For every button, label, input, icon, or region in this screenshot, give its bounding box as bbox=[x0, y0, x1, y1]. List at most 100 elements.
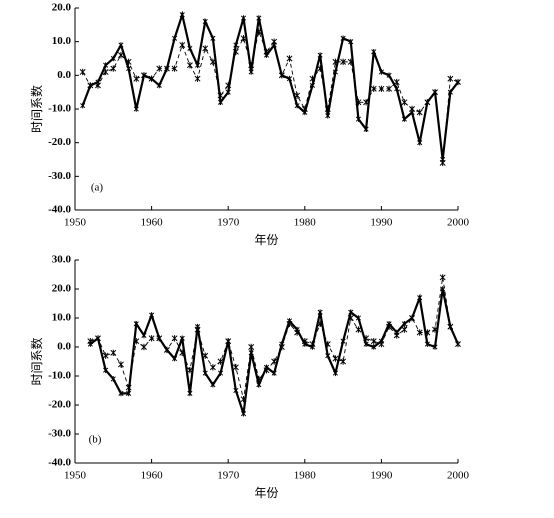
point-marker bbox=[348, 309, 354, 315]
point-marker bbox=[294, 92, 301, 99]
point-marker bbox=[317, 320, 324, 327]
point-marker bbox=[371, 344, 377, 350]
series-line bbox=[81, 10, 459, 160]
point-marker bbox=[103, 367, 109, 373]
point-marker bbox=[149, 312, 155, 318]
x-tick-label: 2000 bbox=[447, 217, 470, 229]
point-marker bbox=[370, 85, 377, 92]
point-marker bbox=[417, 294, 423, 301]
point-marker bbox=[393, 78, 400, 86]
point-marker bbox=[271, 358, 278, 365]
point-marker bbox=[133, 338, 140, 345]
y-tick-label: -40.0 bbox=[48, 457, 71, 469]
point-marker bbox=[324, 105, 331, 113]
point-marker bbox=[163, 65, 170, 72]
point-marker bbox=[80, 102, 86, 109]
point-marker bbox=[240, 410, 247, 417]
point-marker bbox=[378, 69, 384, 75]
point-marker bbox=[256, 381, 262, 388]
point-marker bbox=[416, 109, 423, 116]
point-marker bbox=[248, 69, 254, 75]
y-tick-label: -30.0 bbox=[48, 170, 71, 182]
point-marker bbox=[248, 62, 255, 69]
y-tick-label: -10.0 bbox=[48, 103, 71, 115]
point-marker bbox=[447, 323, 454, 330]
point-marker bbox=[347, 314, 354, 322]
point-marker bbox=[110, 55, 116, 62]
y-tick-label: 30.0 bbox=[52, 254, 72, 266]
point-marker bbox=[409, 314, 415, 322]
point-marker bbox=[156, 65, 163, 72]
point-marker bbox=[209, 58, 216, 66]
point-marker bbox=[225, 338, 232, 345]
point-marker bbox=[416, 329, 423, 336]
point-marker bbox=[233, 42, 239, 48]
point-marker bbox=[401, 321, 407, 327]
point-marker bbox=[202, 45, 209, 52]
point-marker bbox=[386, 85, 393, 92]
point-marker bbox=[202, 370, 208, 376]
point-marker bbox=[163, 346, 170, 354]
point-marker bbox=[118, 42, 124, 48]
point-marker bbox=[439, 274, 446, 281]
x-tick-label: 1960 bbox=[141, 470, 164, 482]
x-axis-label: 年份 bbox=[254, 233, 278, 247]
point-marker bbox=[202, 18, 208, 25]
point-marker bbox=[225, 82, 232, 89]
point-marker bbox=[118, 51, 124, 59]
y-tick-label: 10.0 bbox=[52, 312, 72, 324]
point-marker bbox=[225, 89, 231, 95]
point-marker bbox=[87, 82, 94, 89]
y-tick-label: -40.0 bbox=[48, 204, 71, 216]
x-tick-label: 1970 bbox=[217, 470, 240, 482]
point-marker bbox=[126, 390, 132, 397]
point-marker bbox=[125, 58, 132, 66]
point-marker bbox=[217, 99, 224, 106]
x-tick-label: 1950 bbox=[64, 217, 87, 229]
point-marker bbox=[340, 58, 347, 66]
point-marker bbox=[301, 338, 308, 345]
point-marker bbox=[271, 38, 278, 45]
point-marker bbox=[217, 370, 224, 376]
point-marker bbox=[187, 390, 193, 397]
panel-annotation: (b) bbox=[89, 434, 102, 446]
x-tick-label: 1990 bbox=[370, 470, 393, 482]
point-marker bbox=[294, 329, 301, 336]
point-marker bbox=[424, 99, 431, 106]
point-marker bbox=[401, 326, 408, 333]
point-marker bbox=[317, 309, 323, 315]
series-line bbox=[82, 30, 459, 163]
point-marker bbox=[332, 355, 339, 362]
point-marker bbox=[432, 344, 438, 350]
point-marker bbox=[210, 35, 216, 42]
y-tick-label: -20.0 bbox=[48, 136, 71, 148]
point-marker bbox=[424, 329, 431, 336]
x-tick-label: 1980 bbox=[294, 217, 317, 229]
x-axis-label: 年份 bbox=[254, 486, 278, 500]
point-marker bbox=[363, 335, 370, 342]
point-marker bbox=[263, 48, 270, 55]
point-marker bbox=[324, 340, 331, 348]
y-tick-label: -20.0 bbox=[48, 399, 71, 411]
point-marker bbox=[172, 355, 178, 362]
point-marker bbox=[286, 75, 293, 82]
point-marker bbox=[278, 72, 285, 79]
point-marker bbox=[348, 38, 354, 45]
point-marker bbox=[248, 350, 254, 356]
point-marker bbox=[141, 332, 147, 339]
point-marker bbox=[194, 75, 201, 82]
y-tick-label: 10.0 bbox=[52, 35, 72, 47]
y-tick-label: 20.0 bbox=[52, 283, 72, 295]
point-marker bbox=[171, 65, 178, 72]
point-marker bbox=[195, 62, 201, 69]
point-marker bbox=[355, 116, 361, 122]
point-marker bbox=[355, 326, 362, 333]
point-marker bbox=[171, 335, 178, 342]
point-marker bbox=[255, 28, 262, 35]
point-marker bbox=[363, 341, 369, 347]
point-marker bbox=[95, 82, 101, 89]
point-marker bbox=[424, 341, 430, 347]
point-marker bbox=[133, 106, 139, 112]
point-marker bbox=[240, 15, 247, 21]
